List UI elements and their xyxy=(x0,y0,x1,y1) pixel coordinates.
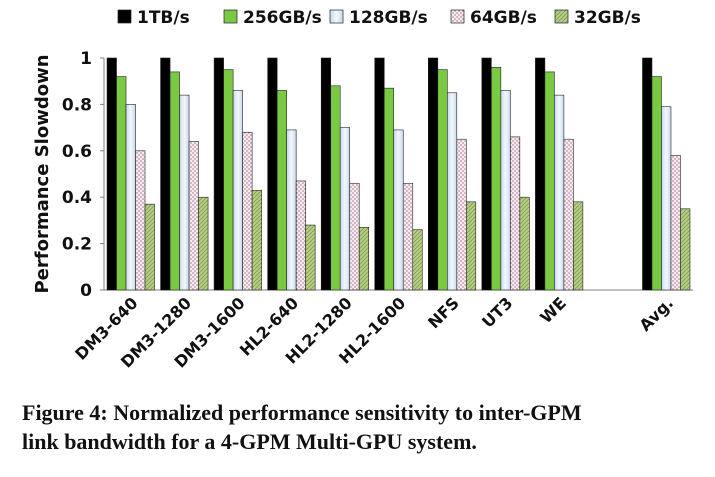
bar xyxy=(661,106,672,291)
bar xyxy=(305,224,316,291)
bar xyxy=(330,85,341,291)
bar xyxy=(286,129,297,291)
y-tick-label: 1 xyxy=(80,49,92,69)
y-tick-label: 0 xyxy=(80,281,92,301)
bar xyxy=(160,57,171,291)
bar xyxy=(519,196,530,291)
legend-label: 128GB/s xyxy=(349,8,428,28)
bar xyxy=(125,104,136,291)
legend-swatch xyxy=(117,9,132,24)
x-tick-label: WE xyxy=(536,293,570,327)
bar xyxy=(295,180,306,291)
bar xyxy=(358,227,370,291)
bar xyxy=(402,182,414,291)
x-tick-label: NFS xyxy=(424,293,463,332)
bar xyxy=(500,90,511,291)
bar xyxy=(642,57,653,291)
y-axis-title: Performance Slowdown xyxy=(32,54,53,293)
bar xyxy=(651,76,662,291)
bar xyxy=(437,69,448,291)
bar xyxy=(465,201,477,291)
bar xyxy=(242,131,253,291)
legend-swatch xyxy=(450,9,465,24)
bar xyxy=(427,57,439,291)
bar xyxy=(213,57,224,291)
bar xyxy=(276,90,287,291)
bars xyxy=(106,57,691,291)
bar xyxy=(169,71,180,291)
figure-caption: Figure 4: Normalized performance sensiti… xyxy=(22,398,712,456)
bar xyxy=(106,57,117,291)
legend-label: 1TB/s xyxy=(137,8,190,28)
bar xyxy=(412,229,423,291)
bar xyxy=(383,87,395,291)
bar xyxy=(573,201,584,291)
bar xyxy=(510,136,521,291)
x-tick-label: Avg. xyxy=(635,293,677,335)
legend: 1TB/s 256GB/s 128GB/s 64GB/s 32GB/s xyxy=(117,8,641,28)
bar xyxy=(393,129,404,291)
bar xyxy=(223,69,234,291)
x-tick-labels: DM3-640DM3-1280DM3-1600HL2-640HL2-1280HL… xyxy=(71,293,677,371)
legend-swatch xyxy=(554,9,569,24)
bar xyxy=(481,57,492,291)
y-tick-label: 0.4 xyxy=(62,188,92,208)
bar xyxy=(320,57,332,291)
bar xyxy=(544,71,555,291)
bar xyxy=(554,94,565,291)
bar xyxy=(144,203,155,291)
bar xyxy=(339,127,351,291)
legend-label: 256GB/s xyxy=(243,8,322,28)
bar xyxy=(188,141,199,291)
bar-chart: 1TB/s 256GB/s 128GB/s 64GB/s 32GB/s 0 0.2 0.4 0… xyxy=(32,8,693,372)
bar xyxy=(251,189,262,291)
bar xyxy=(680,208,691,291)
bar xyxy=(563,138,574,291)
bar xyxy=(135,150,146,291)
y-tick-label: 0.6 xyxy=(62,142,92,162)
legend-swatch xyxy=(329,9,344,24)
y-tick-label: 0.8 xyxy=(62,95,92,115)
bar xyxy=(232,90,243,291)
caption-line-2: link bandwidth for a 4-GPM Multi-GPU sys… xyxy=(22,429,477,454)
caption-line-1: Figure 4: Normalized performance sensiti… xyxy=(22,400,582,425)
bar xyxy=(535,57,546,291)
legend-swatch xyxy=(223,9,238,24)
legend-label: 64GB/s xyxy=(470,8,537,28)
bar xyxy=(349,182,360,291)
bar xyxy=(267,57,278,291)
bar xyxy=(456,138,467,291)
x-tick-label: UT3 xyxy=(478,293,516,331)
bar xyxy=(374,57,385,291)
bar xyxy=(670,155,681,291)
y-tick-label: 0.2 xyxy=(62,235,92,255)
legend-label: 32GB/s xyxy=(574,8,641,28)
bar xyxy=(179,94,190,291)
bar xyxy=(116,76,127,291)
bar xyxy=(491,66,502,291)
bar xyxy=(198,196,209,291)
bar xyxy=(446,92,458,291)
